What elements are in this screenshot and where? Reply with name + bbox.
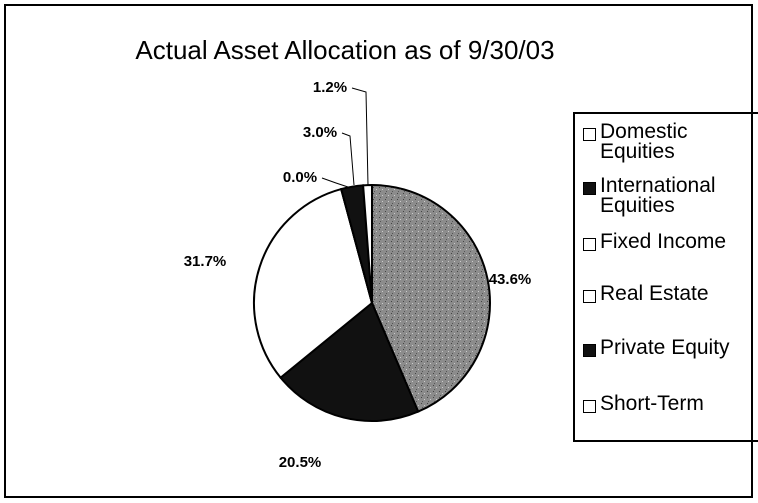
legend-item: Private Equity	[583, 336, 755, 359]
legend-label: Private Equity	[600, 336, 730, 359]
legend-item: Domestic Equities	[583, 120, 755, 163]
legend-item: Short-Term	[583, 392, 755, 415]
legend-label: Domestic Equities	[600, 120, 688, 163]
legend-item: Real Estate	[583, 282, 755, 305]
legend-swatch	[583, 182, 596, 195]
legend-label: International Equities	[600, 174, 716, 217]
legend-swatch	[583, 128, 596, 141]
legend-swatch	[583, 290, 596, 303]
leader-line	[341, 132, 355, 186]
data-label: 0.0%	[283, 169, 317, 186]
legend-swatch	[583, 238, 596, 251]
chart-title: Actual Asset Allocation as of 9/30/03	[135, 35, 554, 65]
data-label: 1.2%	[313, 79, 347, 96]
leader-line	[351, 87, 369, 186]
pie-slice	[371, 183, 491, 413]
legend-label: Short-Term	[600, 392, 704, 415]
legend-item: International Equities	[583, 174, 755, 217]
legend-swatch	[583, 400, 596, 413]
legend-label: Fixed Income	[600, 230, 727, 253]
frame	[4, 4, 753, 498]
data-label: 3.0%	[303, 124, 337, 141]
legend: Domestic Equities International Equities F…	[573, 112, 758, 442]
pie-slice	[279, 301, 420, 422]
legend-item: Fixed Income	[583, 230, 755, 253]
leader-line	[321, 177, 349, 188]
pie-slice	[253, 187, 374, 380]
data-label: 31.7%	[184, 253, 227, 270]
data-label: 43.6%	[489, 271, 532, 288]
pie-slice	[362, 183, 373, 304]
legend-label: Real Estate	[600, 282, 709, 305]
legend-swatch	[583, 344, 596, 357]
data-label: 20.5%	[279, 454, 322, 471]
